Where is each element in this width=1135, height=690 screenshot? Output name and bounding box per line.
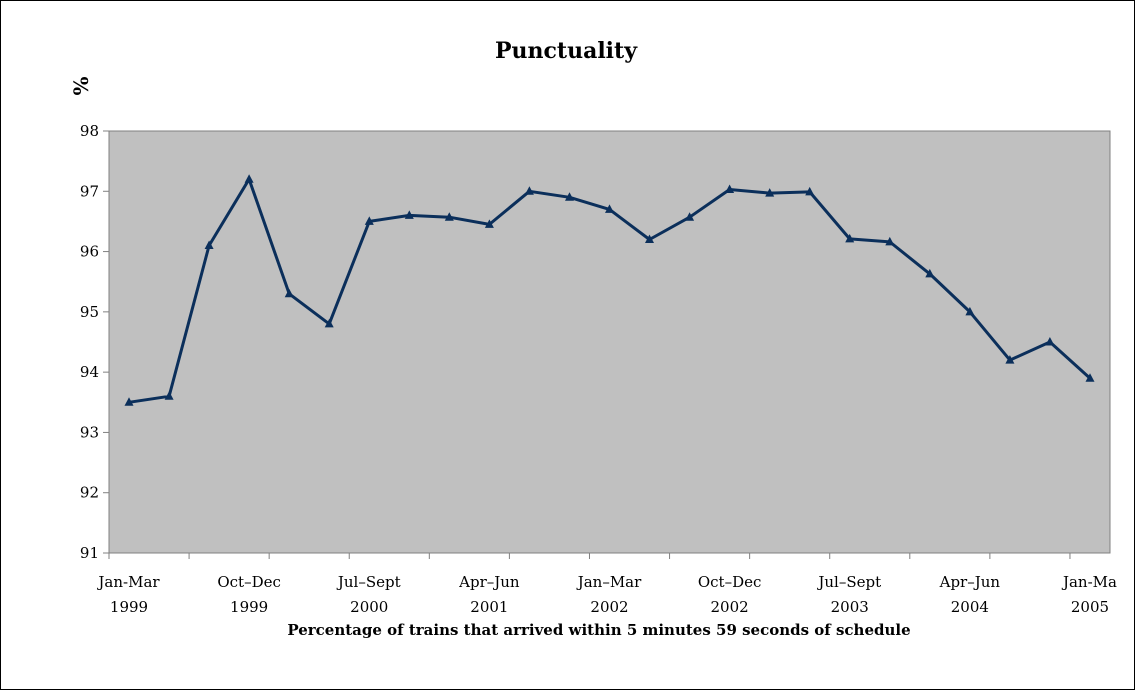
x-tick-label: Oct–Dec [217, 573, 281, 591]
data-point [364, 216, 374, 225]
data-point [965, 306, 975, 316]
x-axis: Jan-Mar 1999 Oct–Dec 1999 Jul–Sept 2000 Apr–Ju… [96, 552, 1117, 616]
x-tick-label: Apr–Jun [458, 573, 520, 591]
data-point [444, 212, 454, 221]
x-tick-label-year: 2000 [350, 598, 388, 616]
x-tick-label-year: 2002 [590, 598, 628, 616]
y-tick-label: 95 [80, 303, 99, 321]
y-tick-label: 92 [80, 484, 99, 502]
data-point [845, 233, 855, 243]
data-point [765, 188, 775, 197]
y-tick-label: 93 [80, 423, 99, 441]
data-point [645, 234, 654, 243]
chart-title: Punctuality [495, 38, 638, 64]
data-point [885, 236, 895, 246]
y-tick-label: 98 [80, 122, 99, 140]
x-tick-label: Jul–Sept [816, 573, 881, 591]
y-tick-label: 96 [80, 243, 99, 261]
x-tick-label-year: 2002 [711, 598, 749, 616]
x-tick-label: Apr–Jun [939, 573, 1001, 591]
y-axis-label: % [69, 76, 93, 95]
x-tick-label: Oct–Dec [698, 573, 762, 591]
data-point [284, 288, 294, 298]
series-group [124, 174, 1095, 406]
y-axis: 91 92 93 94 95 96 97 98 [80, 122, 110, 562]
data-point [324, 318, 334, 328]
y-tick-label: 91 [80, 544, 99, 562]
data-point [925, 268, 935, 278]
data-point [1045, 337, 1055, 346]
data-point [404, 210, 414, 219]
data-point [524, 186, 534, 195]
x-tick-label-year: 1999 [230, 598, 268, 616]
data-point [805, 186, 815, 196]
data-point [725, 184, 735, 193]
x-tick-label-year: 2003 [831, 598, 869, 616]
plot-area [108, 130, 1111, 554]
x-tick-label-year: 1999 [110, 598, 148, 616]
data-point [204, 240, 214, 249]
x-tick-label-year: 2004 [951, 598, 989, 616]
y-tick-label: 97 [80, 182, 99, 200]
data-point [244, 174, 254, 183]
x-tick-label: Jan-Ma [1061, 573, 1117, 591]
data-point [124, 397, 134, 406]
x-tick-label-year: 2005 [1071, 598, 1109, 616]
data-point [565, 192, 574, 201]
x-tick-label: Jul–Sept [336, 573, 401, 591]
data-point [164, 391, 174, 400]
y-tick-label: 94 [80, 363, 99, 381]
data-point [1005, 355, 1015, 364]
x-tick-label: Jan-Mar [96, 573, 160, 591]
data-point [685, 212, 695, 221]
x-axis-label: Percentage of trains that arrived within… [287, 621, 910, 639]
data-point [1085, 373, 1095, 382]
x-tick-label-year: 2001 [470, 598, 508, 616]
data-point [484, 219, 494, 228]
data-point [605, 204, 614, 213]
x-tick-label: Jan–Mar [576, 573, 642, 591]
